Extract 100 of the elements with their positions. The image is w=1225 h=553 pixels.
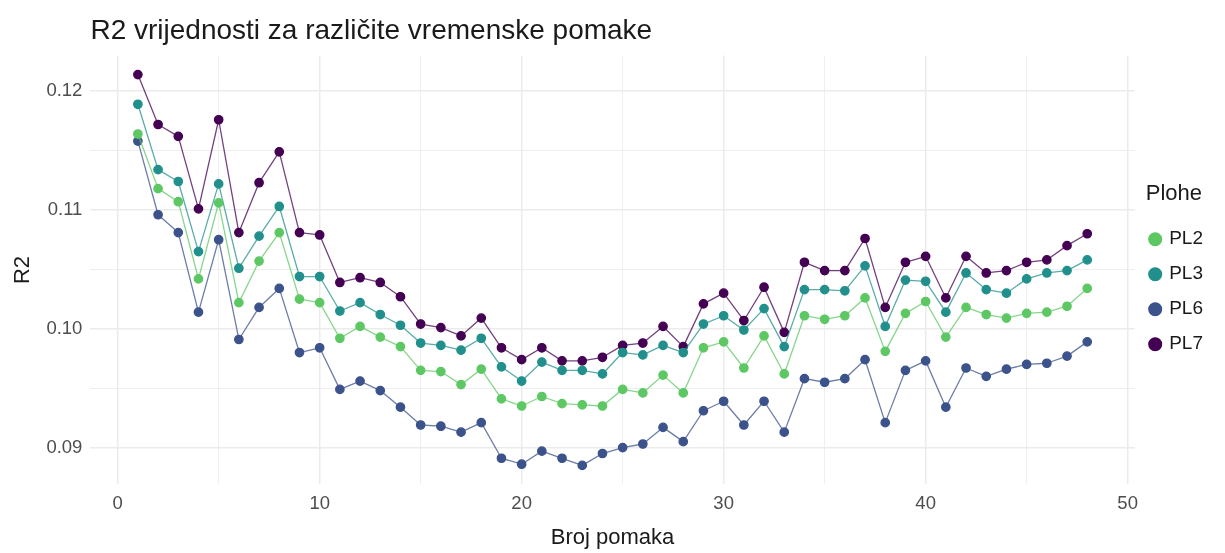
point	[193, 203, 204, 214]
point	[900, 275, 911, 285]
point	[1001, 364, 1012, 375]
point	[335, 306, 345, 316]
point	[213, 179, 224, 189]
point	[799, 373, 810, 384]
point	[375, 277, 386, 288]
point	[254, 256, 264, 266]
point	[1062, 240, 1072, 251]
point	[133, 99, 143, 110]
point	[395, 402, 406, 413]
point	[597, 352, 608, 363]
point	[940, 293, 951, 303]
point	[920, 276, 931, 287]
point	[1021, 308, 1032, 319]
point	[638, 350, 648, 360]
point	[920, 356, 931, 366]
point	[658, 422, 668, 433]
point	[718, 396, 729, 407]
point	[940, 402, 951, 413]
point	[577, 356, 588, 366]
point	[678, 347, 689, 358]
point	[496, 394, 507, 404]
point	[779, 369, 790, 379]
point	[577, 460, 588, 471]
point	[779, 327, 790, 338]
point	[961, 268, 971, 278]
point	[900, 257, 911, 268]
point	[759, 303, 769, 314]
point	[698, 405, 709, 416]
point	[638, 439, 648, 449]
point	[537, 391, 547, 402]
point	[759, 282, 769, 293]
point	[839, 265, 850, 276]
point	[981, 268, 992, 278]
point	[880, 302, 891, 313]
point	[274, 146, 285, 157]
point	[900, 308, 911, 319]
point	[961, 251, 971, 262]
point	[395, 320, 406, 331]
point	[516, 459, 527, 470]
point	[940, 332, 951, 342]
point	[436, 421, 446, 432]
point	[294, 347, 305, 358]
point	[516, 401, 527, 411]
point	[617, 384, 628, 395]
point	[314, 271, 325, 282]
point	[920, 251, 931, 262]
point	[1041, 268, 1052, 278]
point	[335, 384, 345, 395]
point	[698, 342, 709, 353]
point	[274, 283, 285, 294]
point	[213, 234, 224, 245]
point	[839, 310, 850, 321]
point	[658, 321, 668, 332]
point	[173, 227, 184, 238]
point	[698, 319, 709, 329]
point	[234, 263, 244, 274]
point	[1082, 283, 1093, 294]
point	[638, 338, 648, 348]
point	[819, 265, 830, 276]
point	[799, 284, 810, 295]
point	[476, 364, 487, 375]
point	[395, 291, 406, 302]
point	[779, 427, 790, 437]
point	[738, 325, 749, 335]
point	[557, 398, 567, 409]
point	[658, 340, 668, 351]
point	[294, 271, 305, 282]
point	[1082, 228, 1093, 239]
point	[557, 356, 567, 366]
point	[1082, 255, 1093, 265]
point	[496, 453, 507, 464]
point	[415, 420, 426, 430]
point	[294, 227, 305, 238]
point	[173, 196, 184, 207]
point	[274, 201, 285, 212]
y-tick-label: 0.11	[47, 198, 83, 220]
point	[819, 314, 830, 325]
point	[839, 285, 850, 296]
point	[476, 313, 487, 323]
point	[456, 379, 466, 390]
point	[1041, 255, 1052, 265]
point	[981, 371, 992, 382]
point	[314, 342, 325, 353]
x-tick-label: 40	[915, 491, 936, 513]
point	[254, 302, 264, 313]
y-tick-label: 0.09	[46, 435, 83, 457]
legend-title: Plohe	[1145, 180, 1202, 206]
point	[415, 338, 426, 348]
point	[1041, 307, 1052, 318]
point	[900, 365, 911, 376]
point	[1001, 265, 1012, 276]
point	[799, 310, 810, 321]
point	[1062, 351, 1072, 361]
point	[355, 321, 365, 332]
point	[375, 385, 386, 396]
x-axis-title: Broj pomaka	[550, 523, 676, 549]
point	[537, 357, 547, 367]
legend-label: PL7	[1169, 332, 1204, 354]
